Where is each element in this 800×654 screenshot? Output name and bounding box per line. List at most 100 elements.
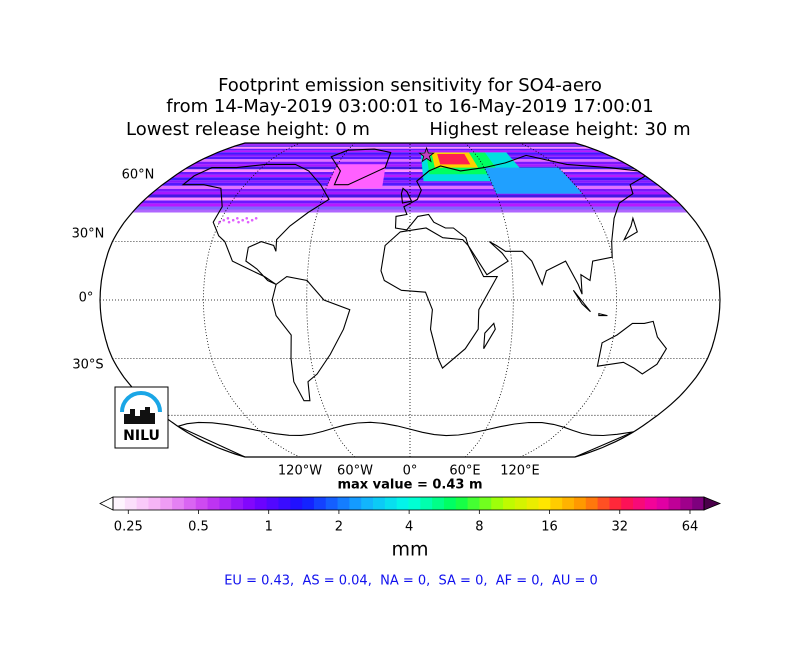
colorbar-segment (444, 497, 456, 510)
plume-speck (236, 217, 239, 220)
coastline (484, 323, 496, 348)
colorbar-segment (456, 497, 468, 510)
lat-label: 30°S (72, 358, 103, 373)
coastline (178, 422, 634, 457)
colorbar-segment (314, 497, 326, 510)
colorbar-segment (409, 497, 421, 510)
plume-speck (222, 219, 225, 222)
plume-speck (241, 219, 244, 222)
colorbar-segment (680, 497, 692, 510)
lon-label: 60°W (337, 464, 373, 479)
lon-label: 120°W (278, 464, 322, 479)
coastline (624, 218, 637, 239)
lon-label: 0° (403, 464, 418, 479)
colorbar-segment (184, 497, 196, 510)
colorbar-segment (326, 497, 338, 510)
colorbar-segment (420, 497, 432, 510)
colorbar-tick-label: 0.25 (114, 520, 143, 535)
colorbar-segment (196, 497, 208, 510)
colorbar-segment (113, 497, 125, 510)
colorbar-segment (621, 497, 633, 510)
colorbar-tick-label: 64 (682, 520, 699, 535)
summary: EU = 0.43, AS = 0.04, NA = 0, SA = 0, AF… (224, 574, 598, 589)
colorbar-tick-label: 2 (335, 520, 343, 535)
map (100, 143, 720, 457)
colorbar-segment (633, 497, 645, 510)
colorbar-segment (692, 497, 704, 510)
plume-speck (228, 221, 231, 224)
colorbar-tick-label: 0.5 (188, 520, 209, 535)
lon-label: 60°E (449, 464, 480, 479)
colorbar-tick-label: 4 (405, 520, 413, 535)
colorbar-tick-label: 16 (541, 520, 558, 535)
lat-label: 30°N (72, 227, 105, 242)
colorbar-segment (550, 497, 562, 510)
logo-text: NILU (123, 428, 160, 444)
colorbar-segment (479, 497, 491, 510)
plume-band (173, 175, 648, 178)
colorbar-segment (219, 497, 231, 510)
title-line: Footprint emission sensitivity for SO4-a… (218, 75, 602, 96)
colorbar-tick-label: 1 (265, 520, 273, 535)
colorbar-segment (669, 497, 681, 510)
colorbar-tick-label: 32 (611, 520, 628, 535)
title-line: from 14-May-2019 03:00:01 to 16-May-2019… (166, 96, 653, 117)
release-high: Highest release height: 30 m (429, 119, 690, 140)
plume-band (203, 157, 618, 159)
colorbar-segment (385, 497, 397, 510)
colorbar-segment (160, 497, 172, 510)
coastline (599, 314, 608, 316)
colorbar-segment (255, 497, 267, 510)
colorbar-segment (562, 497, 574, 510)
colorbar-segment (349, 497, 361, 510)
plume-speck (247, 221, 250, 224)
lat-label: 60°N (122, 168, 155, 183)
colorbar: 0.25 0.5 1 2 4 8 16 32 64 (100, 497, 720, 535)
colorbar-segment (432, 497, 444, 510)
colorbar-segment (598, 497, 610, 510)
colorbar-segment (527, 497, 539, 510)
map-body (100, 143, 720, 457)
colorbar-segment (338, 497, 350, 510)
plume-speck (227, 217, 230, 220)
colorbar-tick-label: 8 (475, 520, 483, 535)
colorbar-extend-high (704, 497, 720, 510)
colorbar-segment (125, 497, 137, 510)
colorbar-unit: mm (391, 539, 428, 561)
plume-speck (245, 217, 248, 220)
colorbar-segment (172, 497, 184, 510)
colorbar-segment (373, 497, 385, 510)
coastline (272, 277, 350, 401)
colorbar-extend-low (100, 497, 113, 510)
colorbar-segment (574, 497, 586, 510)
plume-speck (232, 219, 235, 222)
lon-label: 120°E (500, 464, 540, 479)
colorbar-segment (397, 497, 409, 510)
colorbar-segment (645, 497, 657, 510)
colorbar-segment (302, 497, 314, 510)
colorbar-segment (515, 497, 527, 510)
colorbar-segment (290, 497, 302, 510)
colorbar-segment (491, 497, 503, 510)
lat-label: 0° (79, 291, 94, 306)
colorbar-segment (586, 497, 598, 510)
colorbar-segment (609, 497, 621, 510)
coastline (597, 321, 666, 374)
coastline (381, 228, 497, 368)
colorbar-segment (231, 497, 243, 510)
nilu-logo: NILU (115, 387, 168, 448)
plume-speck (255, 217, 258, 220)
plume-band (233, 146, 588, 147)
colorbar-segment (468, 497, 480, 510)
colorbar-segment (278, 497, 290, 510)
colorbar-segment (148, 497, 160, 510)
colorbar-segment (657, 497, 669, 510)
plume-speck (251, 219, 254, 222)
plume-speck (237, 221, 240, 224)
release-low: Lowest release height: 0 m (126, 119, 370, 140)
colorbar-segment (503, 497, 515, 510)
colorbar-segment (361, 497, 373, 510)
colorbar-segment (243, 497, 255, 510)
